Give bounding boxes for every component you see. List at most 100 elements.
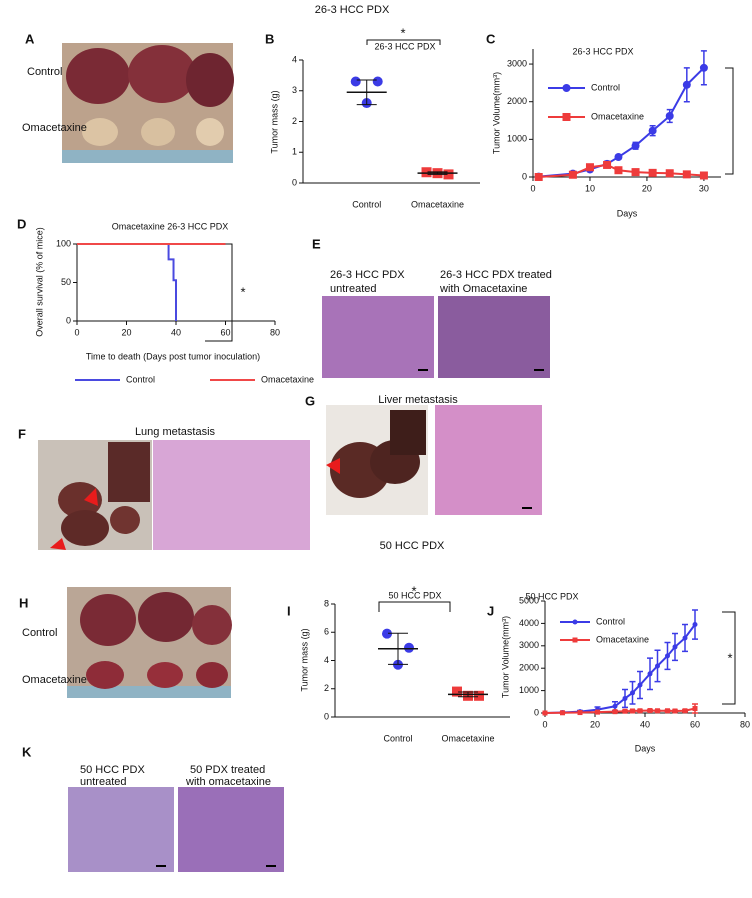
data-point bbox=[682, 170, 691, 179]
y-tick-label: 4 bbox=[324, 655, 329, 665]
data-point bbox=[631, 141, 640, 150]
data-point bbox=[585, 163, 594, 172]
photo-label: 26-3 HCC PDX bbox=[330, 269, 405, 281]
photo-label: Omacetaxine bbox=[22, 674, 87, 686]
y-tick-label: 0 bbox=[324, 711, 329, 721]
data-point bbox=[572, 619, 578, 625]
x-tick-label: 20 bbox=[121, 327, 131, 337]
photo-label: with omacetaxine bbox=[185, 776, 271, 788]
x-tick-label: Control bbox=[352, 199, 381, 209]
y-tick-label: 2000 bbox=[507, 96, 527, 106]
data-point bbox=[648, 168, 657, 177]
photo-h bbox=[67, 587, 232, 698]
y-tick-label: 4 bbox=[292, 54, 297, 64]
legend-label: Omacetaxine bbox=[591, 111, 644, 121]
y-tick-label: 0 bbox=[522, 171, 527, 181]
data-point bbox=[699, 171, 708, 180]
x-tick-label: Control bbox=[383, 733, 412, 743]
data-line bbox=[538, 67, 705, 178]
data-point bbox=[404, 642, 414, 653]
photo-label: with Omacetaxine bbox=[439, 283, 527, 295]
y-axis-label: Overall survival (% of mice) bbox=[34, 227, 44, 337]
x-tick-label: 10 bbox=[585, 183, 595, 193]
y-tick-label: 50 bbox=[61, 277, 71, 287]
x-tick-label: 80 bbox=[270, 327, 280, 337]
x-axis-label: Days bbox=[617, 208, 638, 218]
panel-letter: H bbox=[19, 595, 28, 610]
y-tick-label: 2000 bbox=[519, 663, 539, 673]
sd-bar bbox=[458, 691, 478, 698]
y-tick-label: 0 bbox=[534, 707, 539, 717]
data-point bbox=[682, 708, 688, 714]
y-tick-label: 2 bbox=[292, 116, 297, 126]
chart-title: 50 HCC PDX bbox=[388, 590, 441, 600]
annotation: * bbox=[400, 25, 405, 40]
legend-label: Control bbox=[591, 82, 620, 92]
data-point bbox=[637, 682, 643, 688]
data-point bbox=[622, 708, 628, 714]
photo-label: 26-3 HCC PDX treated bbox=[440, 269, 552, 281]
figure-title: 50 HCC PDX bbox=[380, 540, 445, 552]
panel-letter: D bbox=[17, 216, 26, 231]
legend-label: Control bbox=[126, 374, 155, 384]
data-line bbox=[538, 163, 704, 178]
x-tick-label: 0 bbox=[74, 327, 79, 337]
x-tick-label: 40 bbox=[640, 719, 650, 729]
figure-title: 26-3 HCC PDX bbox=[315, 4, 390, 16]
histology-k bbox=[68, 787, 284, 872]
x-tick-label: 0 bbox=[542, 719, 547, 729]
data-point bbox=[672, 708, 678, 714]
data-point bbox=[647, 671, 653, 677]
panel-letter: G bbox=[305, 393, 315, 408]
chart-title: 50 HCC PDX bbox=[525, 591, 578, 601]
annotation: * bbox=[411, 583, 416, 598]
x-tick-label: 20 bbox=[590, 719, 600, 729]
legend-label: Omacetaxine bbox=[596, 634, 649, 644]
data-point bbox=[682, 635, 688, 641]
significance-bracket bbox=[378, 601, 451, 612]
data-point bbox=[631, 168, 640, 177]
data-point bbox=[443, 169, 454, 180]
photo-label: untreated bbox=[330, 283, 376, 295]
x-tick-label: 20 bbox=[642, 183, 652, 193]
y-axis-label: Tumor Volume(mm³) bbox=[500, 616, 510, 698]
significance-bracket bbox=[725, 67, 734, 175]
y-tick-label: 0 bbox=[292, 177, 297, 187]
photo-label: Control bbox=[27, 66, 62, 78]
panel-letter: C bbox=[486, 31, 496, 46]
data-point bbox=[699, 63, 708, 72]
photo-label: Control bbox=[22, 627, 57, 639]
data-point bbox=[612, 709, 618, 715]
y-tick-label: 4000 bbox=[519, 618, 539, 628]
data-point bbox=[474, 690, 484, 701]
data-point bbox=[421, 167, 432, 178]
data-point bbox=[614, 153, 623, 162]
data-point bbox=[692, 706, 698, 712]
x-tick-label: 30 bbox=[699, 183, 709, 193]
significance-bracket bbox=[366, 39, 441, 45]
photo-label: Liver metastasis bbox=[378, 394, 458, 406]
data-point bbox=[382, 628, 392, 639]
x-tick-label: 60 bbox=[690, 719, 700, 729]
annotation: * bbox=[240, 284, 245, 299]
data-point bbox=[637, 708, 643, 714]
photo-f bbox=[38, 440, 310, 550]
data-point bbox=[534, 173, 543, 181]
photo-label: untreated bbox=[80, 776, 126, 788]
y-tick-label: 1000 bbox=[507, 134, 527, 144]
panel-letter: K bbox=[22, 744, 32, 759]
x-tick-label: 60 bbox=[220, 327, 230, 337]
photo-a bbox=[62, 43, 234, 163]
data-point bbox=[665, 653, 670, 659]
data-point bbox=[672, 644, 678, 650]
data-point bbox=[595, 709, 600, 715]
data-line bbox=[77, 243, 177, 321]
x-tick-label: 80 bbox=[740, 719, 750, 729]
y-tick-label: 5000 bbox=[519, 595, 539, 605]
x-axis-label: Time to death (Days post tumor inoculati… bbox=[86, 351, 260, 361]
panel-letter: B bbox=[265, 31, 274, 46]
photo-label: Lung metastasis bbox=[135, 426, 216, 438]
data-point bbox=[562, 113, 571, 121]
annotation: * bbox=[727, 650, 732, 665]
